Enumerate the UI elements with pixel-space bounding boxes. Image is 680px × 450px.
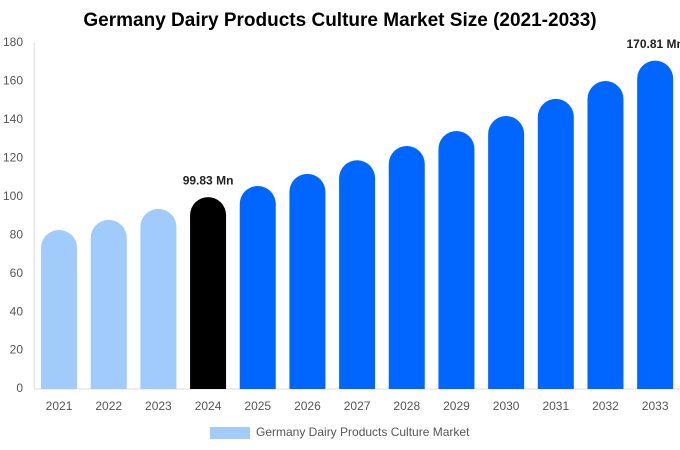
- bar: [438, 131, 475, 389]
- x-tick-label: 2024: [195, 399, 222, 413]
- x-tick-label: 2029: [443, 399, 470, 413]
- bar: [190, 197, 227, 389]
- x-tick-label: 2025: [244, 399, 271, 413]
- x-tick-label: 2031: [542, 399, 569, 413]
- legend-label: Germany Dairy Products Culture Market: [256, 425, 470, 439]
- x-tick-label: 2023: [145, 399, 172, 413]
- y-tick-label: 160: [3, 74, 23, 88]
- x-tick-label: 2032: [592, 399, 619, 413]
- x-tick-label: 2027: [344, 399, 371, 413]
- y-tick-label: 80: [10, 227, 24, 241]
- bar: [388, 146, 425, 389]
- bar: [90, 219, 127, 389]
- x-tick-label: 2028: [393, 399, 420, 413]
- bar: [339, 160, 376, 389]
- y-tick-label: 40: [10, 304, 24, 318]
- bar: [637, 60, 674, 390]
- bar: [289, 173, 326, 389]
- x-tick-label: 2022: [95, 399, 122, 413]
- y-tick-label: 100: [3, 189, 23, 203]
- y-tick-label: 180: [3, 35, 23, 49]
- legend-swatch: [210, 427, 250, 439]
- value-label: 170.81 Mn: [626, 37, 680, 51]
- y-tick-label: 20: [10, 343, 24, 357]
- x-tick-label: 2026: [294, 399, 321, 413]
- bar: [488, 116, 525, 389]
- bar: [140, 208, 177, 389]
- x-tick-label: 2021: [46, 399, 73, 413]
- x-tick-label: 2030: [493, 399, 520, 413]
- y-tick-label: 60: [10, 266, 24, 280]
- bar: [41, 230, 78, 389]
- y-tick-label: 0: [16, 381, 23, 395]
- x-tick-label: 2033: [642, 399, 669, 413]
- bar: [239, 186, 276, 389]
- y-tick-label: 120: [3, 151, 23, 165]
- value-label: 99.83 Mn: [183, 173, 234, 187]
- y-tick-label: 140: [3, 112, 23, 126]
- bar: [587, 81, 624, 389]
- chart-title: Germany Dairy Products Culture Market Si…: [83, 10, 596, 31]
- bar: [537, 98, 574, 389]
